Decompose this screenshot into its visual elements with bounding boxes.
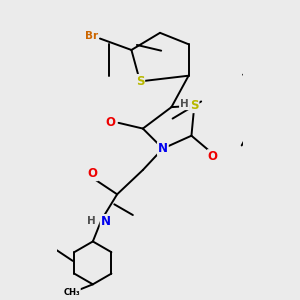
Text: O: O [88, 167, 98, 180]
Text: O: O [208, 150, 218, 163]
Text: H: H [180, 99, 189, 109]
Text: S: S [190, 99, 199, 112]
Text: CH₃: CH₃ [64, 287, 80, 296]
Text: N: N [158, 142, 168, 155]
Text: S: S [136, 75, 144, 88]
Text: O: O [106, 116, 116, 129]
Text: N: N [101, 215, 111, 228]
Text: H: H [87, 216, 96, 226]
Text: Br: Br [85, 31, 98, 41]
